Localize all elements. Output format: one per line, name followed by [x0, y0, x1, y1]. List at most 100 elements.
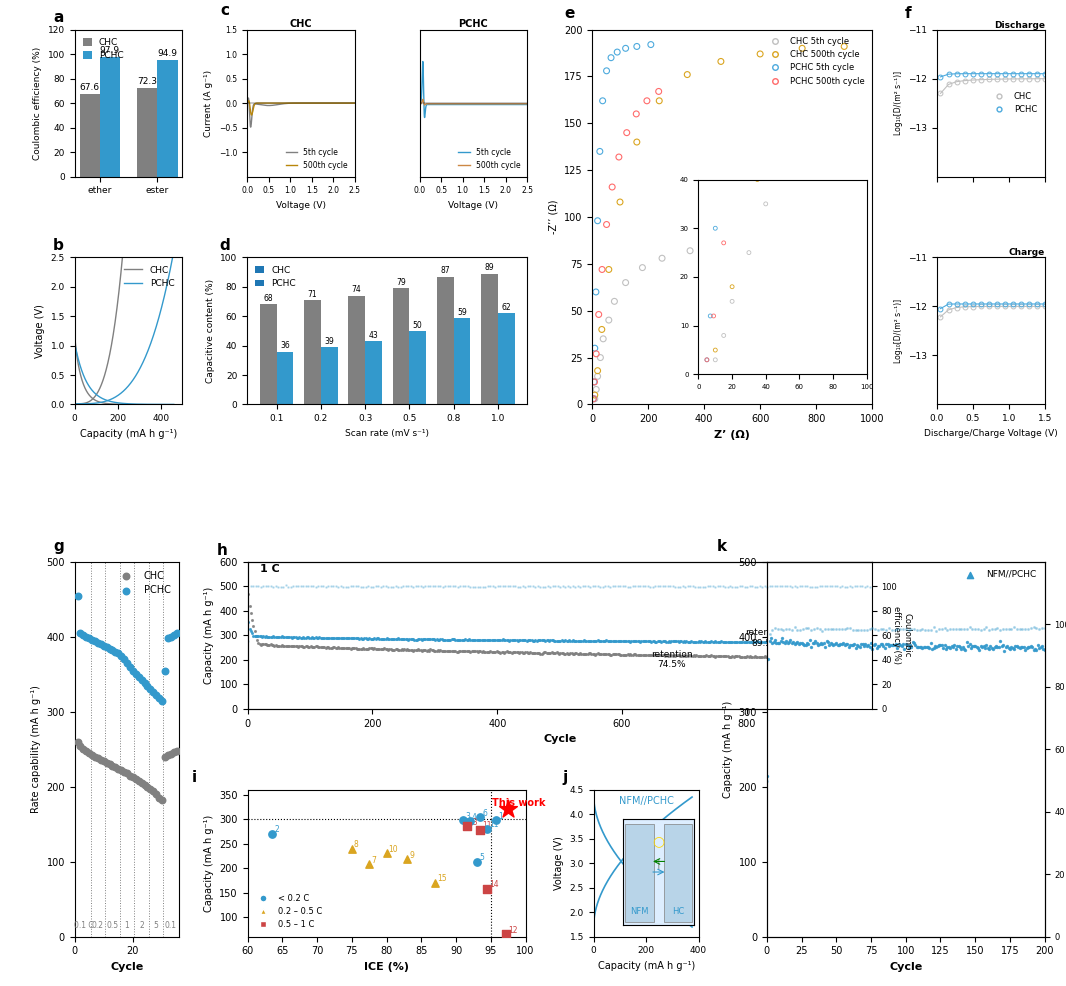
Point [813, 578, 830, 594]
X-axis label: Scan rate (mV s⁻¹): Scan rate (mV s⁻¹) [345, 429, 430, 438]
Point [894, 621, 911, 637]
Point [575, 633, 592, 649]
Point [808, 226, 825, 242]
Point [785, 634, 802, 650]
Point [370, 641, 387, 657]
Point [813, 651, 830, 667]
Point [916, 639, 933, 655]
Point [287, 579, 304, 595]
Point [474, 632, 491, 648]
Point [655, 633, 672, 649]
Point [491, 645, 508, 661]
Point [770, 635, 787, 651]
Point [721, 649, 738, 665]
Point [552, 633, 569, 649]
Point [379, 642, 397, 658]
Point [394, 631, 411, 647]
Point [268, 579, 285, 595]
Point [271, 638, 288, 654]
Text: 1: 1 [499, 811, 503, 820]
Point [261, 637, 278, 653]
Point [948, 641, 965, 657]
Point [991, 622, 1008, 638]
Point [746, 634, 763, 650]
Point [823, 650, 840, 666]
Point [643, 647, 660, 663]
Point [90, 635, 107, 651]
Point [392, 642, 409, 658]
Point [721, 634, 738, 650]
Point [640, 578, 657, 594]
Point [335, 640, 352, 656]
Y-axis label: Capacity (mA h g⁻¹): Capacity (mA h g⁻¹) [204, 814, 214, 912]
Point [359, 578, 376, 594]
Point [424, 578, 441, 594]
Point [884, 637, 901, 653]
Point [691, 648, 708, 664]
Point [564, 579, 581, 595]
Point [517, 644, 534, 660]
Point [628, 647, 645, 663]
Point [769, 579, 786, 595]
Point [465, 643, 482, 659]
Point [391, 642, 408, 658]
Point [685, 634, 702, 650]
Point [842, 620, 859, 636]
Point [484, 632, 501, 648]
Point [345, 630, 362, 646]
Point [261, 629, 278, 645]
Point [83, 747, 100, 763]
Point [634, 647, 651, 663]
Text: f: f [905, 6, 911, 21]
Point [421, 643, 438, 659]
Point [709, 579, 726, 595]
Point [81, 630, 98, 646]
Point [782, 634, 800, 650]
Point [495, 632, 512, 648]
Point [773, 634, 790, 650]
Point [326, 640, 343, 656]
Point [722, 649, 739, 665]
Point [786, 636, 803, 652]
Point [753, 650, 770, 666]
Point [472, 579, 489, 595]
Point [985, 642, 1002, 658]
Point [629, 633, 646, 649]
Point [886, 638, 903, 654]
Point [389, 579, 406, 595]
Point [791, 578, 808, 594]
Point [788, 635, 805, 651]
Point [409, 579, 426, 595]
Point [809, 634, 826, 650]
Point [340, 630, 357, 646]
Point [382, 631, 399, 647]
Point [535, 645, 552, 661]
Point [681, 578, 698, 594]
Point [611, 149, 628, 165]
Point [488, 812, 505, 828]
Text: 39: 39 [324, 337, 334, 346]
Point [521, 645, 538, 661]
Point [612, 194, 629, 210]
Point [302, 638, 319, 654]
Point [847, 640, 865, 656]
Point [569, 647, 586, 663]
Point [297, 639, 314, 655]
Point [684, 648, 701, 664]
Point [287, 629, 304, 645]
Point [416, 643, 433, 659]
Point [636, 647, 653, 663]
Point [609, 647, 626, 663]
Point [343, 630, 360, 646]
Point [477, 579, 494, 595]
Point [406, 642, 423, 658]
Point [586, 340, 603, 356]
Point [955, 621, 972, 637]
Point [707, 649, 724, 665]
Point [830, 621, 847, 637]
Point [113, 762, 130, 778]
Point [850, 622, 867, 638]
Point [483, 644, 500, 660]
Point [994, 638, 1011, 654]
Point [789, 634, 806, 650]
